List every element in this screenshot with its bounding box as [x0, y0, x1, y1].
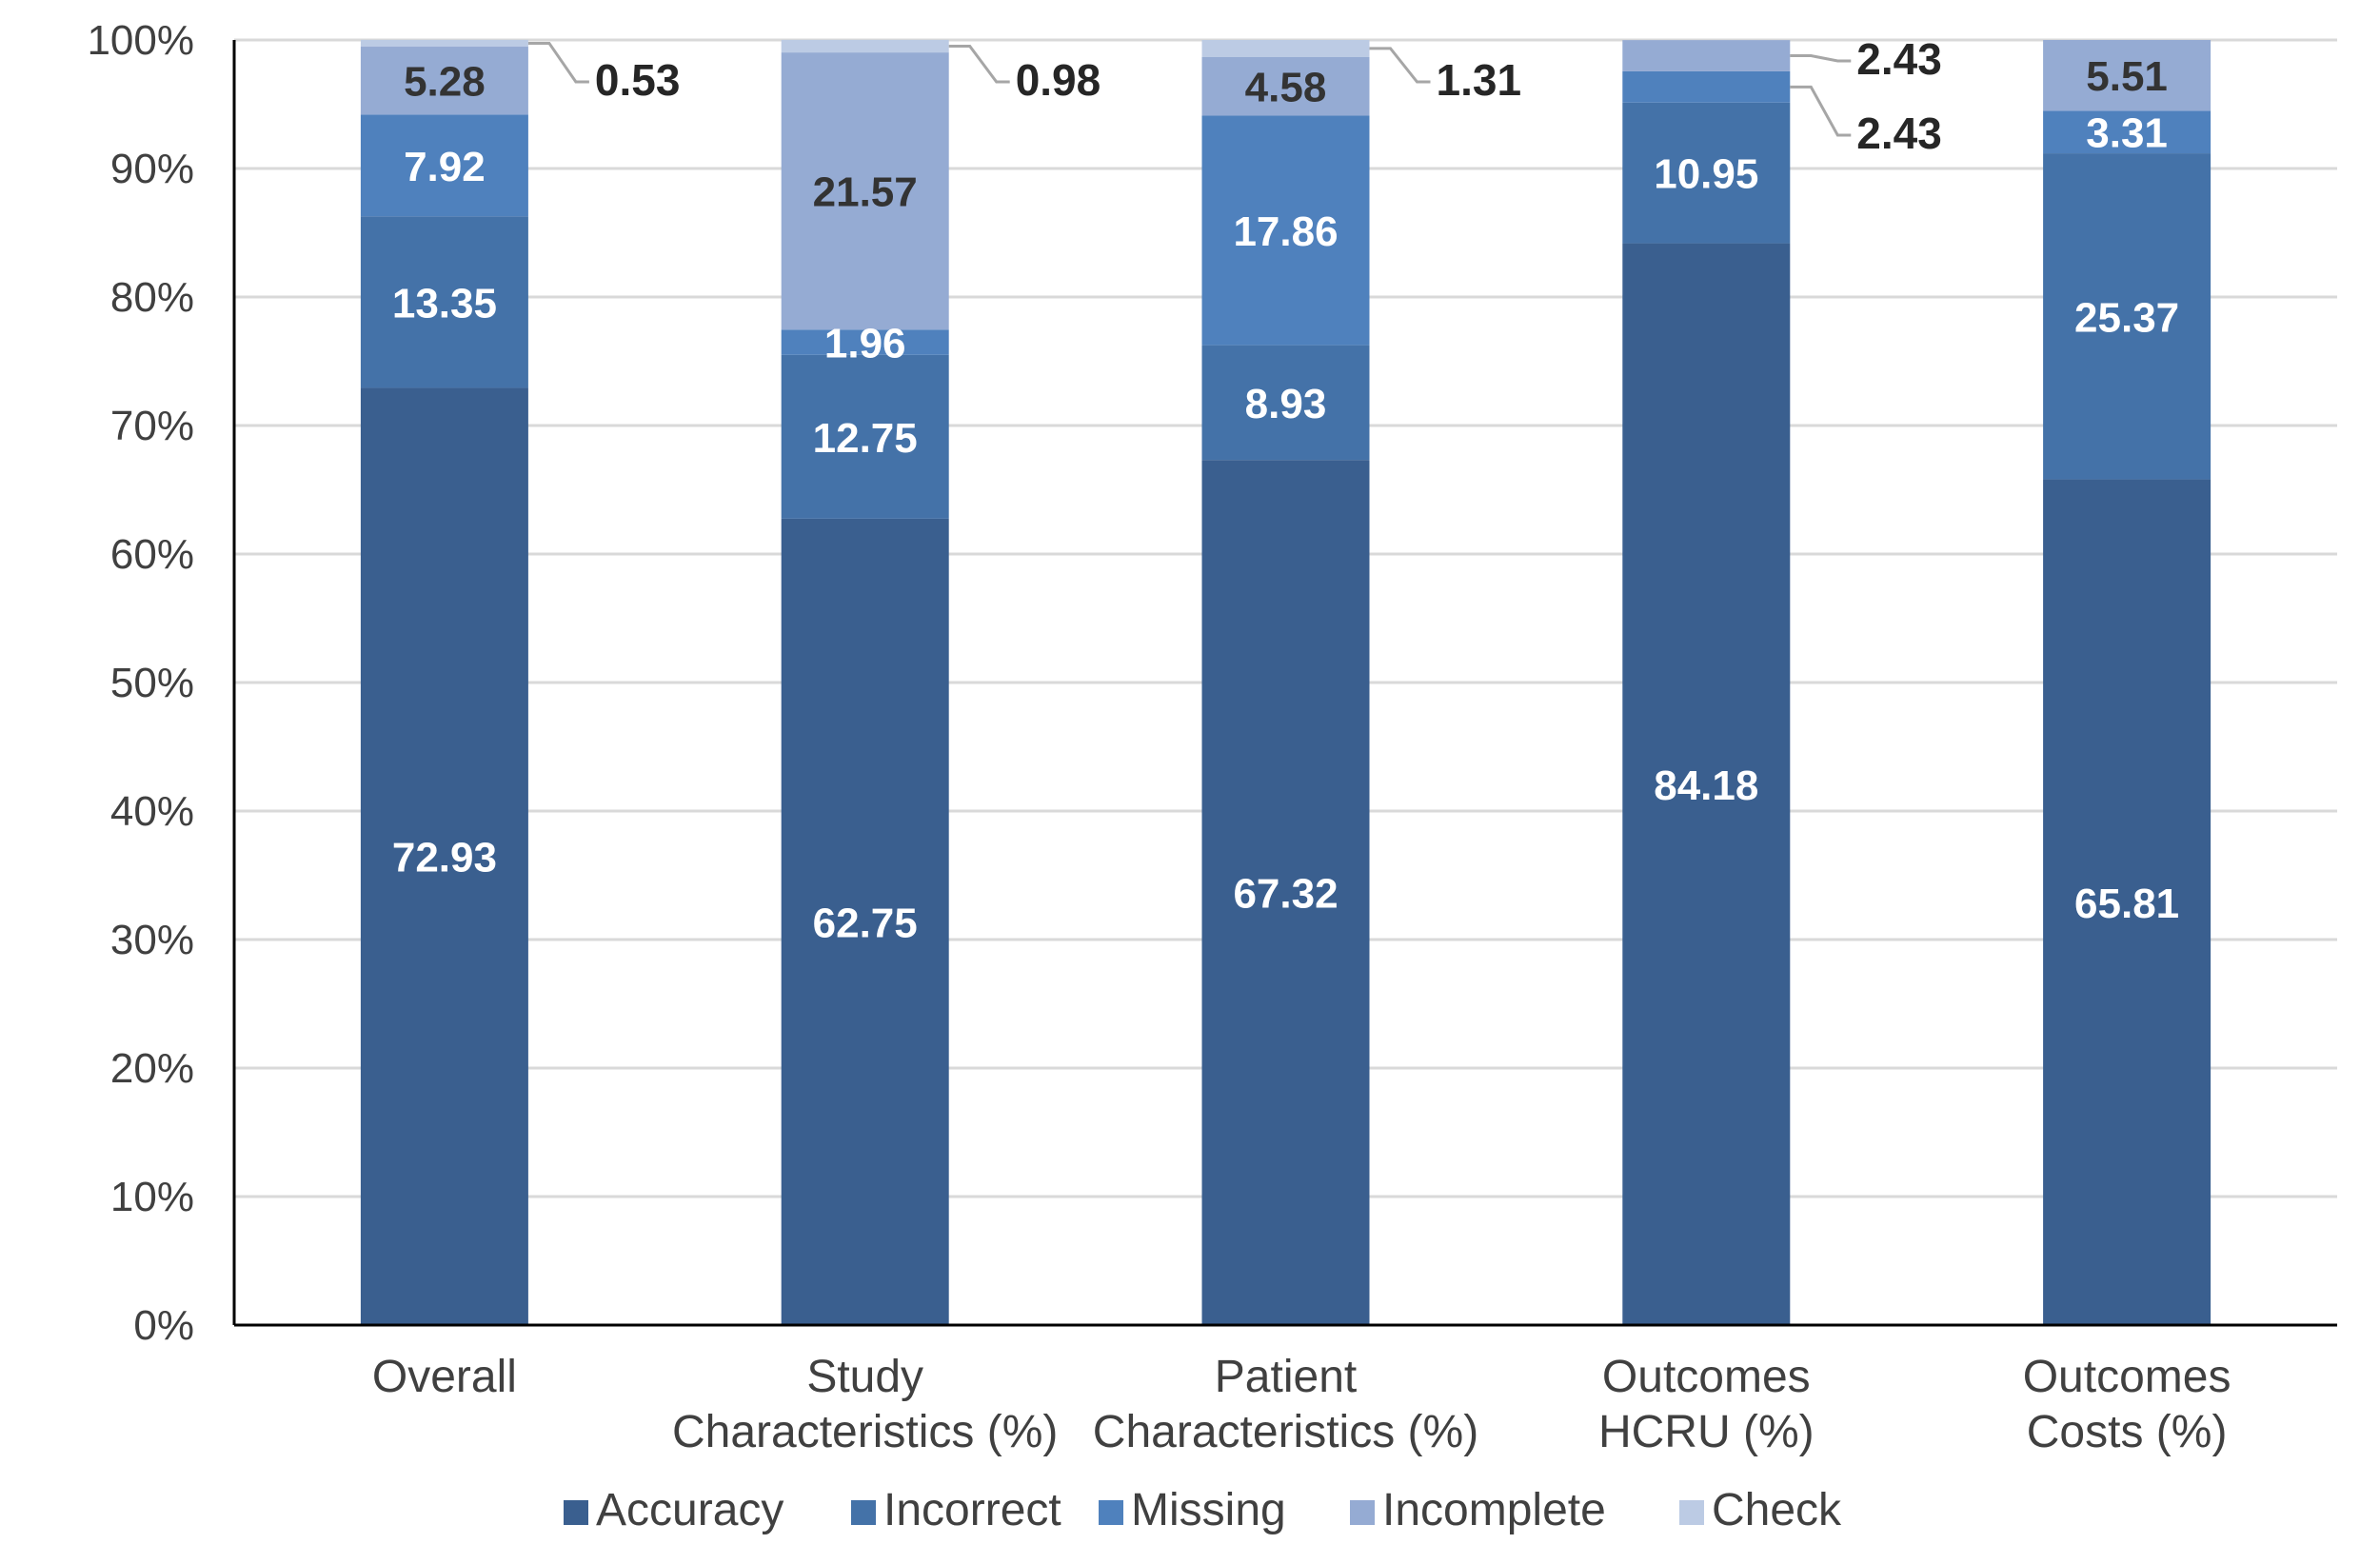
bar-segment [2043, 479, 2211, 1325]
leader-line [527, 41, 589, 84]
bar-segment [781, 329, 949, 355]
y-tick-label: 80% [110, 274, 194, 321]
x-tick-label: Overall [372, 1352, 517, 1402]
data-label: 3.31 [2086, 110, 2168, 157]
data-label: 10.95 [1654, 151, 1758, 198]
data-label: 13.35 [392, 280, 497, 327]
bar-segment [1622, 102, 1791, 244]
legend-entry: Missing [1131, 1485, 1286, 1535]
bar-segment [360, 39, 528, 48]
bar-segment [2043, 40, 2211, 111]
bar-segment [1622, 243, 1791, 1325]
y-tick-label: 0% [133, 1302, 194, 1349]
data-label: 25.37 [2074, 294, 2179, 341]
data-label: 4.58 [1245, 65, 1327, 111]
legend: Accuracy Incorrect Missing Incomplete Check [564, 1485, 1842, 1535]
bar-segment [781, 39, 949, 53]
data-labels: 72.93 13.35 7.92 5.28 62.75 12.75 1.96 21.57 67.… [392, 34, 2179, 946]
legend-entry: Check [1712, 1485, 1842, 1535]
data-label: 1.31 [1437, 55, 1522, 105]
bar-segment [1622, 70, 1791, 103]
legend-swatch [1679, 1500, 1704, 1525]
bars [360, 39, 2211, 1325]
data-label: 2.43 [1856, 34, 1942, 84]
leader-line [1790, 54, 1852, 63]
bar-segment [2043, 153, 2211, 480]
data-label: 72.93 [392, 835, 497, 881]
bar-segment [781, 354, 949, 519]
bar-segment [360, 387, 528, 1325]
x-tick-label: Costs (%) [2027, 1407, 2228, 1457]
bar-segment [781, 518, 949, 1325]
y-tick-label: 30% [110, 917, 194, 963]
y-tick-label: 90% [110, 146, 194, 192]
data-label: 67.32 [1233, 871, 1338, 918]
x-tick-label: Characteristics (%) [1093, 1407, 1478, 1457]
data-label: 0.98 [1016, 55, 1101, 105]
leader-line [1369, 47, 1431, 84]
bar-segment [360, 216, 528, 388]
legend-swatch [1350, 1500, 1375, 1525]
legend-swatch [851, 1500, 876, 1525]
leader-line [948, 44, 1010, 84]
bar-segment [1201, 115, 1370, 346]
data-label: 1.96 [824, 321, 906, 367]
data-label: 84.18 [1654, 762, 1758, 809]
bar-segment [360, 114, 528, 217]
y-tick-label: 10% [110, 1174, 194, 1220]
y-tick-label: 50% [110, 660, 194, 706]
legend-swatch [564, 1500, 588, 1525]
bar-segment [1201, 56, 1370, 116]
bar-segment [1201, 460, 1370, 1325]
x-tick-label: Characteristics (%) [672, 1407, 1058, 1457]
bar-segment [2043, 110, 2211, 154]
data-label: 21.57 [813, 169, 918, 216]
data-label: 7.92 [404, 144, 486, 190]
x-tick-label: Outcomes [2023, 1352, 2231, 1402]
y-tick-label: 40% [110, 788, 194, 835]
bar-segment [1201, 40, 1370, 57]
data-label: 5.51 [2086, 53, 2168, 100]
data-label: 65.81 [2074, 881, 2179, 927]
y-tick-label: 70% [110, 403, 194, 449]
data-label: 5.28 [404, 59, 486, 106]
x-tick-label: HCRU (%) [1598, 1407, 1815, 1457]
legend-entry: Incomplete [1382, 1485, 1606, 1535]
bar-segment [1622, 40, 1791, 71]
data-label: 2.43 [1856, 109, 1942, 158]
data-label: 8.93 [1245, 381, 1327, 427]
data-label: 17.86 [1233, 208, 1338, 255]
legend-entry: Accuracy [596, 1485, 783, 1535]
x-tick-label: Outcomes [1602, 1352, 1811, 1402]
legend-swatch [1099, 1500, 1123, 1525]
data-label: 12.75 [813, 415, 918, 462]
x-tick-label: Study [806, 1352, 923, 1402]
y-tick-label: 20% [110, 1045, 194, 1092]
x-tick-label: Patient [1215, 1352, 1357, 1402]
data-label: 62.75 [813, 900, 918, 946]
axes: 0% 10% 20% 30% 40% 50% 60% 70% 80% 90% 100% Overall… [87, 17, 2337, 1457]
bar-segment [1201, 345, 1370, 461]
bar-segment [781, 52, 949, 330]
y-tick-label: 100% [87, 17, 194, 64]
legend-entry: Incorrect [883, 1485, 1061, 1535]
bar-segment [360, 47, 528, 115]
data-label: 0.53 [595, 55, 681, 105]
leader-line [1790, 85, 1852, 137]
y-tick-label: 60% [110, 531, 194, 578]
